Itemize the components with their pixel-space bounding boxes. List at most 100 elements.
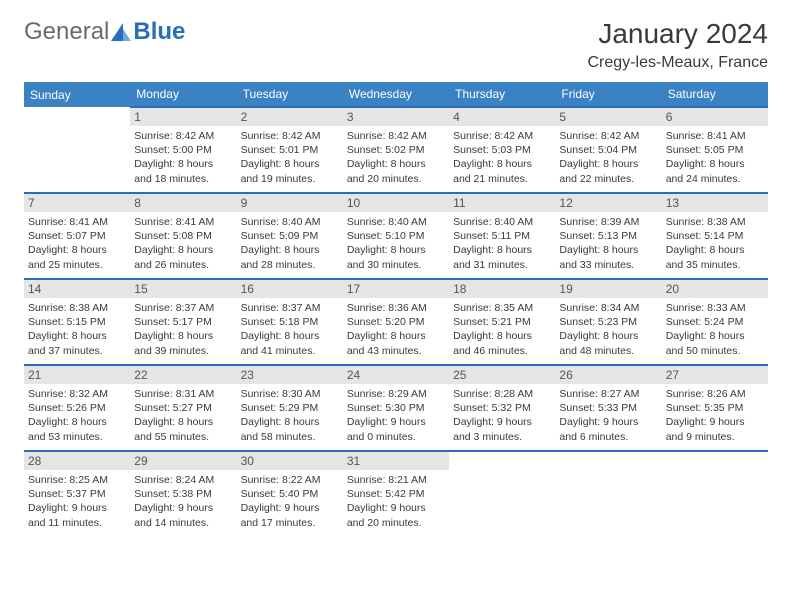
day-details: Sunrise: 8:28 AMSunset: 5:32 PMDaylight:…: [453, 387, 551, 444]
day-number: 20: [662, 280, 768, 298]
calendar-day-cell: 5 Sunrise: 8:42 AMSunset: 5:04 PMDaylight…: [555, 107, 661, 193]
calendar-day-cell: 15 Sunrise: 8:37 AMSunset: 5:17 PMDayligh…: [130, 279, 236, 365]
day-number: 21: [24, 366, 130, 384]
logo-text-blue: Blue: [133, 18, 185, 46]
calendar-day-cell: 26 Sunrise: 8:27 AMSunset: 5:33 PMDayligh…: [555, 365, 661, 451]
day-number: 23: [237, 366, 343, 384]
calendar-body: 1 Sunrise: 8:42 AMSunset: 5:00 PMDaylight…: [24, 107, 768, 537]
weekday-header: Monday: [130, 82, 236, 107]
day-details: Sunrise: 8:34 AMSunset: 5:23 PMDaylight:…: [559, 301, 657, 358]
day-number: 2: [237, 108, 343, 126]
day-number: 5: [555, 108, 661, 126]
calendar-day-cell: 11Sunrise: 8:40 AMSunset: 5:11 PMDayligh…: [449, 193, 555, 279]
day-details: Sunrise: 8:21 AMSunset: 5:42 PMDaylight:…: [347, 473, 445, 530]
header: General Blue January 2024 Cregy-les-Meau…: [24, 18, 768, 72]
day-number: 18: [449, 280, 555, 298]
day-details: Sunrise: 8:42 AMSunset: 5:01 PMDaylight:…: [241, 129, 339, 186]
calendar-day-cell: 4 Sunrise: 8:42 AMSunset: 5:03 PMDaylight…: [449, 107, 555, 193]
calendar-empty-cell: [449, 451, 555, 537]
calendar-week-row: 14 Sunrise: 8:38 AMSunset: 5:15 PMDayligh…: [24, 279, 768, 365]
calendar-week-row: 28 Sunrise: 8:25 AMSunset: 5:37 PMDayligh…: [24, 451, 768, 537]
calendar-day-cell: 9Sunrise: 8:40 AMSunset: 5:09 PMDaylight…: [237, 193, 343, 279]
calendar-day-cell: 23 Sunrise: 8:30 AMSunset: 5:29 PMDayligh…: [237, 365, 343, 451]
day-details: Sunrise: 8:35 AMSunset: 5:21 PMDaylight:…: [453, 301, 551, 358]
calendar-day-cell: 30 Sunrise: 8:22 AMSunset: 5:40 PMDayligh…: [237, 451, 343, 537]
calendar-empty-cell: [24, 107, 130, 193]
calendar-day-cell: 1 Sunrise: 8:42 AMSunset: 5:00 PMDaylight…: [130, 107, 236, 193]
calendar-day-cell: 17Sunrise: 8:36 AMSunset: 5:20 PMDayligh…: [343, 279, 449, 365]
day-details: Sunrise: 8:42 AMSunset: 5:03 PMDaylight:…: [453, 129, 551, 186]
day-number: 15: [130, 280, 236, 298]
day-details: Sunrise: 8:27 AMSunset: 5:33 PMDaylight:…: [559, 387, 657, 444]
day-number: 8: [130, 194, 236, 212]
day-number: 27: [662, 366, 768, 384]
day-number: 26: [555, 366, 661, 384]
calendar-day-cell: 10Sunrise: 8:40 AMSunset: 5:10 PMDayligh…: [343, 193, 449, 279]
day-details: Sunrise: 8:32 AMSunset: 5:26 PMDaylight:…: [28, 387, 126, 444]
day-details: Sunrise: 8:36 AMSunset: 5:20 PMDaylight:…: [347, 301, 445, 358]
day-number: 31: [343, 452, 449, 470]
day-details: Sunrise: 8:39 AMSunset: 5:13 PMDaylight:…: [559, 215, 657, 272]
calendar-day-cell: 29 Sunrise: 8:24 AMSunset: 5:38 PMDayligh…: [130, 451, 236, 537]
day-number: 16: [237, 280, 343, 298]
day-details: Sunrise: 8:37 AMSunset: 5:18 PMDaylight:…: [241, 301, 339, 358]
calendar-week-row: 21 Sunrise: 8:32 AMSunset: 5:26 PMDayligh…: [24, 365, 768, 451]
calendar-day-cell: 20Sunrise: 8:33 AMSunset: 5:24 PMDayligh…: [662, 279, 768, 365]
calendar-day-cell: 28 Sunrise: 8:25 AMSunset: 5:37 PMDayligh…: [24, 451, 130, 537]
logo-text-general: General: [24, 18, 109, 46]
day-details: Sunrise: 8:42 AMSunset: 5:04 PMDaylight:…: [559, 129, 657, 186]
calendar-day-cell: 31 Sunrise: 8:21 AMSunset: 5:42 PMDayligh…: [343, 451, 449, 537]
day-number: 1: [130, 108, 236, 126]
weekday-header-row: SundayMondayTuesdayWednesdayThursdayFrid…: [24, 82, 768, 107]
day-number: 4: [449, 108, 555, 126]
day-details: Sunrise: 8:25 AMSunset: 5:37 PMDaylight:…: [28, 473, 126, 530]
day-number: 6: [662, 108, 768, 126]
calendar-empty-cell: [662, 451, 768, 537]
day-number: 28: [24, 452, 130, 470]
calendar-day-cell: 12 Sunrise: 8:39 AMSunset: 5:13 PMDayligh…: [555, 193, 661, 279]
day-details: Sunrise: 8:40 AMSunset: 5:11 PMDaylight:…: [453, 215, 551, 272]
weekday-header: Saturday: [662, 82, 768, 107]
calendar-day-cell: 6Sunrise: 8:41 AMSunset: 5:05 PMDaylight…: [662, 107, 768, 193]
calendar-day-cell: 27 Sunrise: 8:26 AMSunset: 5:35 PMDayligh…: [662, 365, 768, 451]
weekday-header: Thursday: [449, 82, 555, 107]
day-details: Sunrise: 8:37 AMSunset: 5:17 PMDaylight:…: [134, 301, 232, 358]
calendar-day-cell: 8Sunrise: 8:41 AMSunset: 5:08 PMDaylight…: [130, 193, 236, 279]
calendar-day-cell: 14 Sunrise: 8:38 AMSunset: 5:15 PMDayligh…: [24, 279, 130, 365]
calendar-day-cell: 7Sunrise: 8:41 AMSunset: 5:07 PMDaylight…: [24, 193, 130, 279]
day-details: Sunrise: 8:26 AMSunset: 5:35 PMDaylight:…: [666, 387, 764, 444]
title-block: January 2024 Cregy-les-Meaux, France: [588, 18, 769, 72]
day-details: Sunrise: 8:38 AMSunset: 5:14 PMDaylight:…: [666, 215, 764, 272]
day-details: Sunrise: 8:42 AMSunset: 5:00 PMDaylight:…: [134, 129, 232, 186]
calendar-table: SundayMondayTuesdayWednesdayThursdayFrid…: [24, 82, 768, 537]
logo: General Blue: [24, 18, 185, 46]
day-number: 10: [343, 194, 449, 212]
day-number: 29: [130, 452, 236, 470]
day-details: Sunrise: 8:30 AMSunset: 5:29 PMDaylight:…: [241, 387, 339, 444]
weekday-header: Sunday: [24, 82, 130, 107]
day-number: 22: [130, 366, 236, 384]
calendar-day-cell: 25 Sunrise: 8:28 AMSunset: 5:32 PMDayligh…: [449, 365, 555, 451]
month-title: January 2024: [588, 18, 769, 50]
calendar-day-cell: 21 Sunrise: 8:32 AMSunset: 5:26 PMDayligh…: [24, 365, 130, 451]
day-details: Sunrise: 8:38 AMSunset: 5:15 PMDaylight:…: [28, 301, 126, 358]
day-number: 12: [555, 194, 661, 212]
day-number: 14: [24, 280, 130, 298]
day-details: Sunrise: 8:22 AMSunset: 5:40 PMDaylight:…: [241, 473, 339, 530]
calendar-empty-cell: [555, 451, 661, 537]
day-number: 30: [237, 452, 343, 470]
day-details: Sunrise: 8:42 AMSunset: 5:02 PMDaylight:…: [347, 129, 445, 186]
calendar-day-cell: 19 Sunrise: 8:34 AMSunset: 5:23 PMDayligh…: [555, 279, 661, 365]
day-number: 9: [237, 194, 343, 212]
calendar-day-cell: 13Sunrise: 8:38 AMSunset: 5:14 PMDayligh…: [662, 193, 768, 279]
calendar-day-cell: 16 Sunrise: 8:37 AMSunset: 5:18 PMDayligh…: [237, 279, 343, 365]
weekday-header: Wednesday: [343, 82, 449, 107]
day-number: 25: [449, 366, 555, 384]
day-number: 3: [343, 108, 449, 126]
location: Cregy-les-Meaux, France: [588, 54, 769, 72]
calendar-day-cell: 18 Sunrise: 8:35 AMSunset: 5:21 PMDayligh…: [449, 279, 555, 365]
logo-triangle-icon: [111, 23, 131, 41]
day-details: Sunrise: 8:24 AMSunset: 5:38 PMDaylight:…: [134, 473, 232, 530]
day-number: 19: [555, 280, 661, 298]
day-details: Sunrise: 8:31 AMSunset: 5:27 PMDaylight:…: [134, 387, 232, 444]
